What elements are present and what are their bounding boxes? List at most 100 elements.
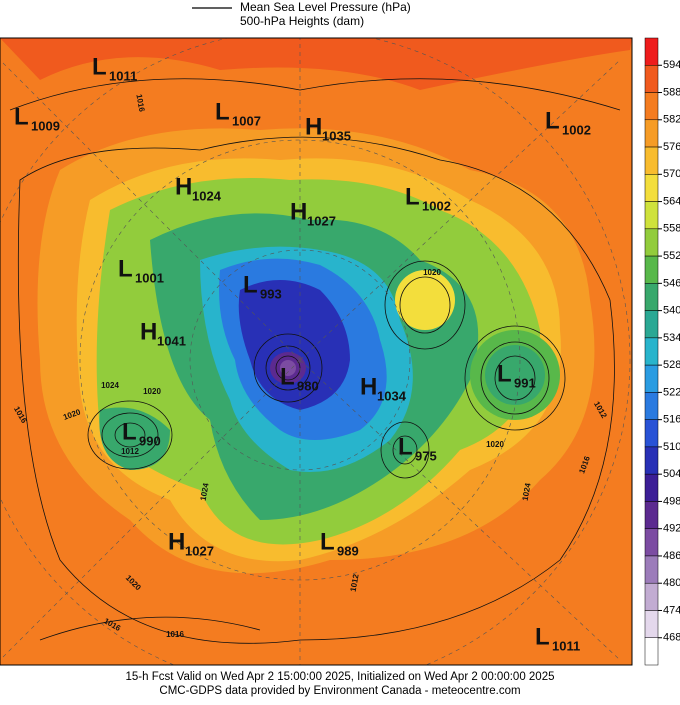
- contour-label: 1020: [143, 387, 161, 396]
- center-value: 1034: [377, 388, 407, 403]
- center-letter: L: [398, 433, 413, 460]
- contour-label: 1012: [121, 447, 139, 456]
- center-value: 980: [297, 378, 319, 393]
- contour-label: 1020: [486, 440, 504, 449]
- colorbar-cell: [644, 65, 659, 93]
- center-value: 1041: [157, 333, 186, 348]
- colorbar-cell: [644, 528, 659, 557]
- colorbar-label: 534: [663, 332, 680, 344]
- legend-fill-label: 500-hPa Heights (dam): [240, 14, 364, 28]
- center-letter: L: [545, 107, 560, 134]
- colorbar-label: 558: [663, 223, 680, 235]
- colorbar-label: 516: [663, 414, 680, 426]
- colorbar-label: 564: [663, 195, 680, 207]
- center-value: 975: [415, 448, 437, 463]
- colorbar-label: 498: [663, 495, 680, 507]
- contour-label: 1024: [521, 482, 533, 502]
- contour-label: 1020: [423, 268, 441, 277]
- center-letter: H: [360, 373, 377, 400]
- colorbar-label: 540: [663, 305, 680, 317]
- center-value: 1009: [31, 118, 60, 133]
- colorbar-label: 492: [663, 523, 680, 535]
- center-letter: L: [280, 363, 295, 390]
- center-letter: L: [535, 623, 550, 650]
- colorbar-cell: [644, 174, 659, 202]
- center-value: 1007: [232, 113, 261, 128]
- center-letter: L: [243, 271, 258, 298]
- contour-label: 1024: [101, 381, 119, 390]
- center-value: 989: [337, 543, 359, 558]
- center-value: 991: [514, 375, 536, 390]
- center-letter: H: [175, 173, 192, 200]
- center-value: 1027: [185, 543, 214, 558]
- center-letter: L: [497, 360, 512, 387]
- center-letter: L: [14, 103, 29, 130]
- contour-label: 1024: [199, 482, 211, 502]
- colorbar-cell: [644, 283, 659, 311]
- colorbar-cell: [644, 255, 659, 284]
- colorbar-label: 474: [663, 604, 680, 616]
- center-value: 1011: [109, 68, 137, 83]
- center-letter: H: [168, 528, 185, 555]
- colorbar-label: 504: [663, 468, 680, 480]
- colorbar-cell: [644, 501, 659, 529]
- colorbar-label: 570: [663, 168, 680, 180]
- colorbar-cell: [644, 92, 659, 121]
- colorbar-label: 552: [663, 250, 680, 262]
- contour-label: 1016: [166, 630, 184, 639]
- colorbar-label: 582: [663, 114, 680, 126]
- center-letter: L: [405, 183, 420, 210]
- center-value: 1011: [552, 638, 580, 653]
- map-field: [0, 38, 632, 665]
- footer-line2: CMC-GDPS data provided by Environment Ca…: [159, 685, 520, 697]
- colorbar-cell: [644, 446, 659, 475]
- colorbar-cell: [644, 610, 659, 638]
- center-letter: H: [140, 318, 157, 345]
- colorbar-label: 576: [663, 141, 680, 153]
- center-letter: H: [290, 198, 307, 225]
- center-value: 990: [139, 433, 161, 448]
- colorbar-label: 588: [663, 86, 680, 98]
- colorbar-label: 510: [663, 441, 680, 453]
- center-value: 1001: [135, 270, 164, 285]
- contour-label: 1012: [349, 573, 361, 593]
- center-value: 1035: [322, 128, 351, 143]
- colorbar-cell: [644, 146, 659, 175]
- colorbar-cell: [644, 201, 659, 230]
- center-value: 993: [260, 286, 282, 301]
- center-letter: L: [215, 98, 230, 125]
- colorbar-cell: [644, 119, 659, 148]
- colorbar-cell: [644, 364, 659, 393]
- colorbar-label: 528: [663, 359, 680, 371]
- colorbar-cell: [644, 37, 659, 66]
- colorbar-cell: [644, 392, 659, 420]
- colorbar-cell: [644, 419, 659, 448]
- colorbar: 594 588 582 576 570 564 558 552 546 540 534 528 522 5…: [644, 37, 680, 666]
- colorbar-cell: [644, 228, 659, 257]
- center-letter: L: [118, 255, 133, 282]
- center-value: 1027: [307, 213, 336, 228]
- center-letter: L: [92, 53, 107, 80]
- center-letter: H: [305, 113, 322, 140]
- colorbar-cell: [644, 337, 659, 366]
- center-value: 1024: [192, 188, 222, 203]
- colorbar-cell: [644, 473, 659, 502]
- colorbar-label: 486: [663, 550, 680, 562]
- colorbar-label: 480: [663, 577, 680, 589]
- center-letter: L: [320, 528, 335, 555]
- colorbar-cell: [644, 637, 659, 666]
- colorbar-cell: [644, 555, 659, 584]
- colorbar-label: 468: [663, 632, 680, 644]
- contour-label: 1016: [134, 93, 146, 113]
- map-frame: [0, 37, 633, 666]
- center-value: 1002: [422, 198, 451, 213]
- colorbar-label: 522: [663, 386, 680, 398]
- colorbar-cell: [644, 582, 659, 611]
- center-letter: L: [122, 418, 137, 445]
- center-value: 1002: [562, 122, 591, 137]
- footer-line1: 15-h Fcst Valid on Wed Apr 2 15:00:00 20…: [126, 671, 555, 683]
